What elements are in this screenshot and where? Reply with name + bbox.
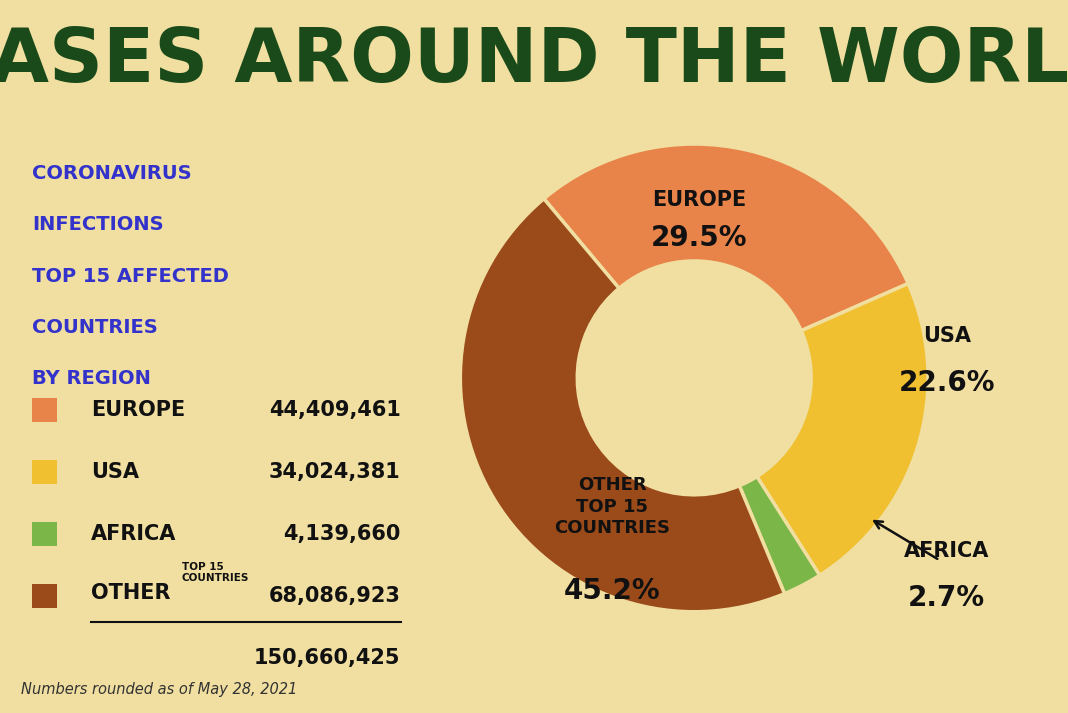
Text: TOP 15 AFFECTED: TOP 15 AFFECTED: [32, 267, 229, 286]
Text: COUNTRIES: COUNTRIES: [32, 318, 158, 337]
Text: USA: USA: [91, 462, 139, 482]
Text: 29.5%: 29.5%: [650, 224, 748, 252]
Text: INFECTIONS: INFECTIONS: [32, 215, 163, 235]
Text: EUROPE: EUROPE: [651, 190, 747, 210]
Text: 34,024,381: 34,024,381: [269, 462, 400, 482]
Text: 4,139,660: 4,139,660: [283, 524, 400, 544]
Text: TOP 15
COUNTRIES: TOP 15 COUNTRIES: [182, 563, 249, 583]
Text: 45.2%: 45.2%: [564, 577, 661, 605]
Wedge shape: [757, 284, 928, 575]
Text: 44,409,461: 44,409,461: [269, 400, 400, 420]
Wedge shape: [544, 144, 908, 331]
Text: AFRICA: AFRICA: [905, 541, 989, 561]
Text: Numbers rounded as of May 28, 2021: Numbers rounded as of May 28, 2021: [21, 682, 298, 697]
Bar: [32, 398, 58, 422]
Text: EUROPE: EUROPE: [91, 400, 185, 420]
Bar: [32, 585, 58, 607]
Bar: [32, 522, 58, 546]
Text: 2.7%: 2.7%: [908, 584, 986, 612]
Text: BY REGION: BY REGION: [32, 369, 151, 389]
Text: 68,086,923: 68,086,923: [269, 586, 400, 606]
Text: AFRICA: AFRICA: [91, 524, 176, 544]
Text: USA: USA: [923, 326, 971, 346]
Text: 150,660,425: 150,660,425: [254, 648, 400, 668]
Bar: [32, 461, 58, 484]
Text: OTHER
TOP 15
COUNTRIES: OTHER TOP 15 COUNTRIES: [554, 476, 671, 537]
Text: CASES AROUND THE WORLD: CASES AROUND THE WORLD: [0, 25, 1068, 98]
Text: 22.6%: 22.6%: [898, 369, 995, 396]
Wedge shape: [460, 199, 785, 612]
Wedge shape: [739, 476, 819, 594]
Text: CORONAVIRUS: CORONAVIRUS: [32, 164, 191, 183]
Text: OTHER: OTHER: [91, 583, 170, 603]
